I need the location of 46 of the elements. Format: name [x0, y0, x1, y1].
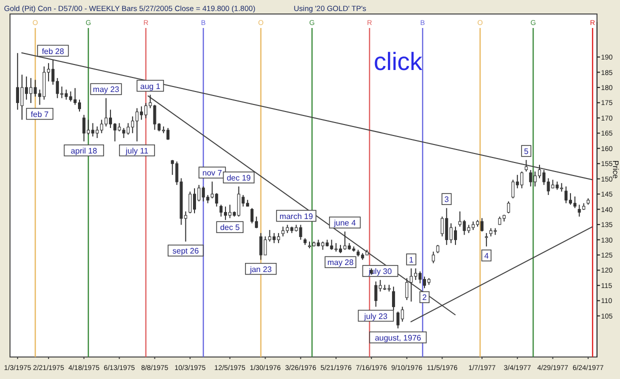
candlestick — [564, 186, 568, 204]
candlestick — [524, 159, 528, 172]
annotation: 5 — [524, 146, 530, 156]
annotation: 2 — [422, 293, 428, 302]
candlestick — [166, 127, 170, 140]
candlestick — [122, 127, 126, 139]
annotation: may 28 — [327, 258, 354, 268]
candlestick — [484, 232, 488, 247]
candlestick — [34, 79, 37, 98]
candlestick — [507, 200, 510, 214]
candlestick — [188, 191, 192, 214]
annotation: dec 5 — [220, 223, 240, 232]
annotation: may 23 — [92, 85, 120, 94]
candlestick — [237, 186, 240, 218]
candlestick — [529, 170, 532, 187]
annotation: aug 1 — [140, 82, 161, 91]
annotation: sept 26 — [172, 246, 200, 256]
candlestick — [432, 251, 435, 264]
annotation: august, 1976 — [374, 333, 422, 342]
candlestick — [250, 208, 254, 224]
candlestick — [91, 122, 94, 138]
annotation: 1 — [409, 255, 414, 264]
candlestick — [454, 226, 457, 246]
candlestick — [264, 236, 267, 256]
candlestick — [400, 306, 404, 322]
candlestick — [220, 204, 223, 218]
candlestick — [410, 268, 413, 302]
annotation: feb 7 — [30, 110, 50, 119]
candlestick — [64, 89, 68, 100]
candlestick — [573, 196, 576, 209]
annotation: feb 28 — [42, 46, 65, 56]
annotation: dec 19 — [226, 173, 252, 182]
y-axis-title: Price — [611, 160, 620, 180]
annotation: april 18 — [70, 146, 98, 156]
candlestick — [520, 171, 524, 189]
annotation: 3 — [444, 195, 450, 204]
annotation: march 19 — [280, 212, 314, 221]
annotation: july 11 — [124, 146, 149, 156]
annotation: nov 7 — [202, 168, 223, 178]
candlestick — [440, 216, 444, 237]
annotation: jan 23 — [248, 264, 272, 274]
annotation: 4 — [484, 251, 490, 260]
candlestick — [392, 286, 396, 311]
annotation: june 4 — [332, 218, 356, 228]
annotation: july 23 — [363, 312, 388, 321]
candlestick — [16, 52, 20, 110]
